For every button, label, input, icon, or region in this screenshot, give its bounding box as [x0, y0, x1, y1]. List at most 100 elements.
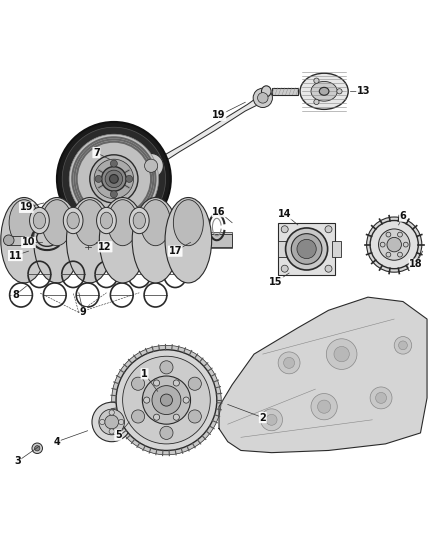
Circle shape	[109, 429, 114, 434]
Ellipse shape	[141, 200, 170, 246]
Circle shape	[337, 88, 342, 94]
Circle shape	[160, 361, 173, 374]
Circle shape	[94, 159, 134, 199]
Polygon shape	[219, 297, 427, 453]
Ellipse shape	[100, 212, 113, 229]
Ellipse shape	[9, 200, 39, 246]
Circle shape	[188, 410, 201, 423]
Circle shape	[380, 242, 385, 247]
Ellipse shape	[1, 198, 47, 283]
Bar	[7, 236, 24, 245]
Bar	[201, 233, 232, 247]
Circle shape	[281, 265, 288, 272]
Circle shape	[160, 394, 173, 406]
Circle shape	[173, 414, 180, 420]
Ellipse shape	[311, 82, 337, 101]
Ellipse shape	[83, 243, 92, 251]
Text: 7: 7	[93, 148, 100, 158]
Circle shape	[394, 336, 412, 354]
Circle shape	[92, 402, 131, 442]
Circle shape	[142, 376, 191, 424]
Ellipse shape	[132, 198, 179, 283]
Bar	[13, 232, 232, 248]
Circle shape	[386, 232, 391, 237]
Ellipse shape	[96, 207, 117, 233]
Circle shape	[318, 400, 331, 413]
Circle shape	[326, 339, 357, 369]
Circle shape	[102, 167, 126, 191]
Circle shape	[105, 170, 123, 188]
Circle shape	[62, 127, 166, 231]
Text: 19: 19	[20, 203, 33, 212]
Circle shape	[116, 350, 217, 450]
Circle shape	[278, 352, 300, 374]
Ellipse shape	[319, 87, 329, 95]
Text: 11: 11	[9, 251, 22, 261]
Bar	[278, 241, 288, 257]
Circle shape	[284, 358, 295, 368]
Circle shape	[367, 217, 422, 272]
Ellipse shape	[130, 207, 149, 233]
Circle shape	[386, 252, 391, 257]
Bar	[272, 88, 298, 95]
Ellipse shape	[30, 207, 49, 233]
Text: 3: 3	[14, 456, 21, 466]
Circle shape	[398, 252, 403, 257]
Ellipse shape	[173, 200, 203, 246]
Circle shape	[370, 221, 418, 269]
Circle shape	[378, 229, 410, 260]
Ellipse shape	[261, 86, 271, 97]
Bar	[278, 223, 335, 275]
Circle shape	[99, 419, 105, 425]
Circle shape	[281, 226, 288, 233]
Text: 12: 12	[99, 242, 112, 252]
Ellipse shape	[67, 198, 113, 283]
Circle shape	[32, 443, 42, 454]
Circle shape	[95, 175, 102, 182]
Circle shape	[403, 242, 408, 247]
Bar	[332, 241, 341, 257]
Circle shape	[334, 346, 350, 362]
Circle shape	[153, 414, 159, 420]
Circle shape	[325, 265, 332, 272]
Circle shape	[35, 446, 40, 451]
Circle shape	[105, 415, 119, 429]
Ellipse shape	[42, 200, 72, 246]
Circle shape	[188, 377, 201, 390]
Circle shape	[286, 228, 328, 270]
Circle shape	[314, 99, 319, 104]
Circle shape	[398, 232, 403, 237]
Circle shape	[90, 155, 138, 203]
Circle shape	[370, 387, 392, 409]
Polygon shape	[151, 93, 263, 170]
Circle shape	[112, 345, 221, 455]
Circle shape	[387, 237, 401, 252]
Circle shape	[258, 93, 268, 103]
Text: 4: 4	[53, 437, 60, 447]
Ellipse shape	[33, 212, 46, 229]
Bar	[24, 221, 70, 255]
Circle shape	[139, 154, 163, 178]
Circle shape	[253, 88, 272, 108]
Circle shape	[110, 191, 117, 198]
Circle shape	[152, 386, 181, 415]
Ellipse shape	[99, 198, 146, 283]
Circle shape	[314, 78, 319, 83]
Circle shape	[311, 393, 337, 420]
Text: 2: 2	[259, 413, 266, 423]
Circle shape	[399, 341, 407, 350]
Circle shape	[261, 409, 283, 431]
Circle shape	[57, 122, 171, 236]
Circle shape	[110, 160, 117, 167]
Ellipse shape	[133, 212, 145, 229]
Text: 6: 6	[399, 211, 406, 221]
Circle shape	[291, 233, 322, 264]
Circle shape	[144, 397, 150, 403]
Ellipse shape	[67, 212, 79, 229]
Circle shape	[266, 414, 277, 425]
Circle shape	[153, 380, 159, 386]
Circle shape	[160, 426, 173, 439]
Circle shape	[99, 409, 124, 435]
Circle shape	[123, 356, 210, 444]
Text: 15: 15	[269, 277, 283, 287]
